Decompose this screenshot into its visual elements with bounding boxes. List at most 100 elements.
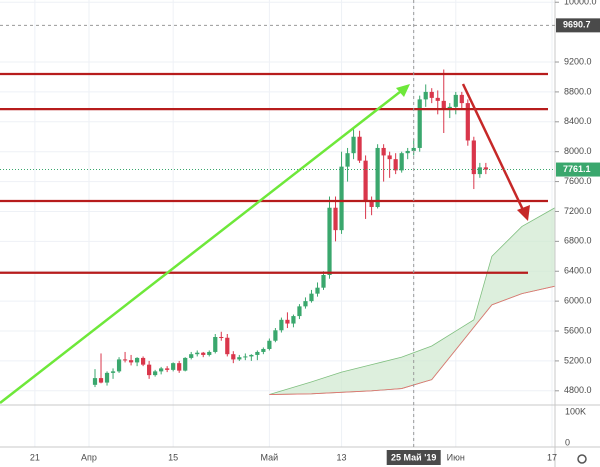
crosshair-price-label: 9690.7 bbox=[563, 20, 591, 30]
y-tick-label: 5200.0 bbox=[564, 355, 592, 365]
candle-body bbox=[171, 363, 176, 370]
x-tick-label: 25 Май '19 bbox=[391, 452, 436, 462]
candle-body bbox=[381, 147, 386, 156]
candle-body bbox=[231, 354, 236, 360]
candle-body bbox=[219, 337, 224, 339]
candle-body bbox=[267, 340, 272, 349]
candle-body bbox=[351, 136, 356, 154]
y-tick-label: 7600.0 bbox=[564, 176, 592, 186]
volume-tick-label: 100K bbox=[565, 406, 586, 416]
candle-body bbox=[116, 359, 122, 372]
candle-body bbox=[417, 99, 422, 148]
candle-body bbox=[195, 352, 200, 355]
candle-body bbox=[375, 147, 380, 207]
candle-body bbox=[134, 357, 140, 363]
y-tick-label: 6400.0 bbox=[564, 266, 592, 276]
cloud-lower-edge bbox=[269, 285, 556, 395]
y-tick-label: 7200.0 bbox=[564, 206, 592, 216]
candle-body bbox=[477, 167, 482, 175]
candle-body bbox=[399, 153, 404, 171]
arrow-head bbox=[517, 205, 530, 221]
candle-body bbox=[315, 287, 320, 294]
candle-body bbox=[92, 378, 98, 385]
candle-body bbox=[201, 352, 206, 355]
last-price-label: 7761.1 bbox=[563, 164, 591, 174]
candle-body bbox=[213, 337, 218, 352]
candle-body bbox=[435, 97, 440, 101]
candle-body bbox=[159, 368, 164, 372]
candle-body bbox=[165, 368, 170, 370]
candle-body bbox=[339, 166, 344, 231]
candles bbox=[92, 69, 488, 388]
crosshair-price-box bbox=[556, 18, 600, 33]
candle-body bbox=[128, 360, 134, 363]
candle-body bbox=[369, 200, 374, 207]
gear[interactable] bbox=[577, 454, 587, 464]
y-tick-label: 9200.0 bbox=[564, 56, 592, 66]
candle-body bbox=[459, 94, 464, 104]
x-tick-label: Май bbox=[261, 452, 279, 462]
y-tick-label: 8000.0 bbox=[564, 146, 592, 156]
trend-arrow bbox=[461, 83, 526, 213]
volume-tick-label: 0 bbox=[565, 437, 570, 447]
x-tick-label: Апр bbox=[81, 452, 97, 462]
candle-body bbox=[357, 136, 362, 161]
x-tick-label: 13 bbox=[337, 452, 347, 462]
candle-body bbox=[225, 337, 230, 355]
candle-body bbox=[255, 351, 260, 355]
arrow-head bbox=[396, 84, 410, 97]
candle-body bbox=[483, 167, 488, 170]
last-price-box bbox=[556, 162, 600, 177]
candle-body bbox=[249, 354, 254, 357]
candle-body bbox=[122, 359, 128, 361]
candle-body bbox=[363, 160, 368, 201]
candle-body bbox=[387, 155, 392, 160]
candle-body bbox=[153, 371, 158, 376]
candle-body bbox=[273, 330, 278, 341]
candle-body bbox=[183, 357, 188, 371]
y-tick-label: 5600.0 bbox=[564, 325, 592, 335]
candle-body bbox=[98, 378, 104, 383]
x-tick-label: 15 bbox=[168, 452, 178, 462]
candle-body bbox=[441, 100, 446, 109]
candle-body bbox=[309, 293, 314, 302]
candle-body bbox=[261, 348, 266, 352]
candle-body bbox=[465, 103, 470, 141]
candle-body bbox=[104, 372, 110, 383]
candle-body bbox=[243, 356, 248, 358]
x-tick-label: 21 bbox=[30, 452, 40, 462]
candle-body bbox=[321, 274, 326, 288]
candle-body bbox=[207, 351, 212, 355]
y-tick-label: 6000.0 bbox=[564, 296, 592, 306]
y-tick-label: 8400.0 bbox=[564, 116, 592, 126]
candle-body bbox=[279, 319, 284, 331]
candle-body bbox=[471, 140, 476, 175]
candle-body bbox=[423, 91, 428, 100]
candle-body bbox=[333, 207, 338, 231]
candle-body bbox=[429, 91, 434, 98]
x-tick-label: Июн bbox=[447, 452, 465, 462]
candle-body bbox=[291, 316, 296, 324]
y-tick-label: 10000.0 bbox=[564, 0, 597, 7]
candle-body bbox=[303, 301, 308, 307]
candle-body bbox=[453, 94, 458, 107]
settings-icon[interactable] bbox=[577, 454, 587, 464]
candle-body bbox=[393, 159, 398, 171]
trend-arrow bbox=[0, 87, 406, 404]
candle-body bbox=[237, 357, 242, 360]
crosshair-date-box bbox=[386, 450, 441, 465]
candle-body bbox=[141, 357, 146, 365]
candle-body bbox=[177, 363, 182, 371]
y-tick-label: 8800.0 bbox=[564, 86, 592, 96]
levels bbox=[0, 72, 548, 274]
candle-body bbox=[327, 207, 332, 275]
candle-body bbox=[110, 371, 116, 373]
y-tick-label: 6800.0 bbox=[564, 236, 592, 246]
x-tick-label: 17 bbox=[547, 452, 557, 462]
candle-body bbox=[405, 150, 410, 154]
y-tick-label: 4800.0 bbox=[564, 385, 592, 395]
candle-body bbox=[189, 354, 194, 358]
